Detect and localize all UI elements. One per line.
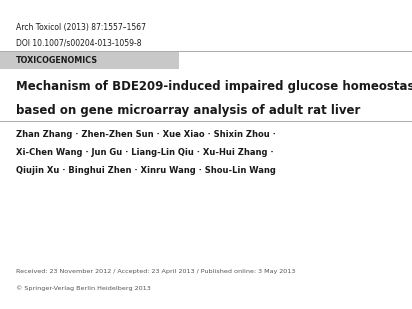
Text: Mechanism of BDE209-induced impaired glucose homeostasis: Mechanism of BDE209-induced impaired glu… xyxy=(16,80,412,93)
Text: Qiujin Xu · Binghui Zhen · Xinru Wang · Shou-Lin Wang: Qiujin Xu · Binghui Zhen · Xinru Wang · … xyxy=(16,166,276,175)
Text: Xi-Chen Wang · Jun Gu · Liang-Lin Qiu · Xu-Hui Zhang ·: Xi-Chen Wang · Jun Gu · Liang-Lin Qiu · … xyxy=(16,148,273,157)
Text: based on gene microarray analysis of adult rat liver: based on gene microarray analysis of adu… xyxy=(16,104,360,117)
Text: TOXICOGENOMICS: TOXICOGENOMICS xyxy=(16,56,98,65)
Text: DOI 10.1007/s00204-013-1059-8: DOI 10.1007/s00204-013-1059-8 xyxy=(16,39,141,48)
Bar xyxy=(0,52,179,69)
Text: Received: 23 November 2012 / Accepted: 23 April 2013 / Published online: 3 May 2: Received: 23 November 2012 / Accepted: 2… xyxy=(16,269,295,274)
Text: © Springer-Verlag Berlin Heidelberg 2013: © Springer-Verlag Berlin Heidelberg 2013 xyxy=(16,285,150,290)
Text: Arch Toxicol (2013) 87:1557–1567: Arch Toxicol (2013) 87:1557–1567 xyxy=(16,23,146,32)
Text: Zhan Zhang · Zhen-Zhen Sun · Xue Xiao · Shixin Zhou ·: Zhan Zhang · Zhen-Zhen Sun · Xue Xiao · … xyxy=(16,130,276,139)
